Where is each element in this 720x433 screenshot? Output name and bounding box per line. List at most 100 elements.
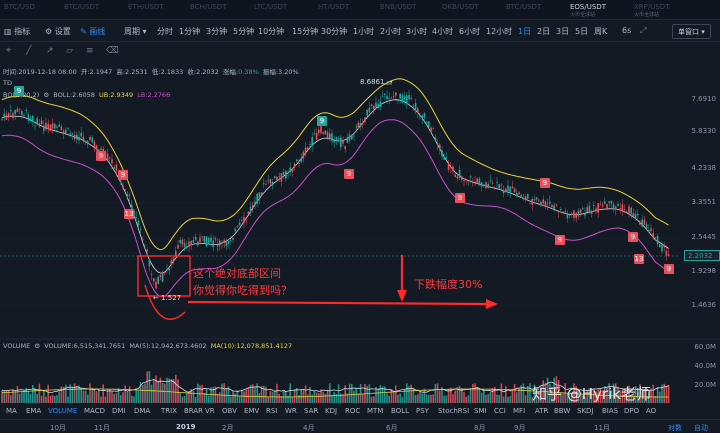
log-scale-toggle[interactable]: 对数: [668, 424, 682, 432]
pair-tab[interactable]: BTC/USD: [4, 3, 35, 11]
indicator-tab-volume[interactable]: VOLUME: [48, 407, 78, 415]
candle: [285, 170, 287, 179]
volume-bar: [447, 389, 450, 403]
interval-10[interactable]: 4小时: [432, 27, 454, 36]
pair-tab[interactable]: LTC/USDT: [254, 3, 288, 11]
candle: [73, 134, 76, 139]
candle: [513, 188, 516, 193]
candle: [337, 138, 340, 140]
volume-bar: [518, 387, 520, 403]
settings-icon[interactable]: ⚙: [34, 342, 41, 350]
pair-tab[interactable]: XRP/USDT 火币全球站: [634, 3, 670, 18]
indicator-tab-mfi[interactable]: MFI: [513, 407, 526, 415]
indicator-tab-dmi[interactable]: DMI: [112, 407, 126, 415]
pair-tab[interactable]: BTC/USDT: [64, 3, 100, 11]
interval-8[interactable]: 2小时: [380, 27, 402, 36]
indicator-tab-smi[interactable]: SMI: [474, 407, 487, 415]
candle: [491, 182, 494, 184]
trash-icon[interactable]: ⌫: [106, 46, 119, 56]
indicator-tab-atr[interactable]: ATR: [535, 407, 549, 415]
interval-16[interactable]: 5日: [575, 27, 589, 36]
indicator-tab-brar[interactable]: BRAR: [184, 407, 204, 415]
candle: [575, 212, 577, 219]
interval-0[interactable]: 分时: [157, 27, 173, 36]
line-tool-icon[interactable]: ╱: [26, 46, 32, 56]
indicator-button[interactable]: ▥ 指标: [4, 27, 31, 36]
settings-icon[interactable]: ⚙: [43, 91, 50, 99]
interval-13[interactable]: 1日: [518, 27, 532, 36]
interval-3[interactable]: 5分钟: [233, 27, 255, 36]
indicator-tab-kdj[interactable]: KDJ: [325, 407, 338, 415]
auto-scale-toggle[interactable]: 自动: [694, 424, 708, 432]
pair-tab[interactable]: BNB/USDT: [380, 3, 417, 11]
crosshair-icon[interactable]: ⌖: [6, 46, 12, 56]
indicator-tab-mtm[interactable]: MTM: [367, 407, 384, 415]
candle: [120, 180, 122, 182]
indicator-tab-dpo[interactable]: DPO: [624, 407, 640, 415]
interval-17[interactable]: 周K: [594, 27, 608, 36]
pair-tab-eos[interactable]: EOS/USDT 火币全球站: [570, 3, 606, 18]
candle: [223, 239, 225, 243]
pair-tab[interactable]: ETH/USDT: [128, 3, 164, 11]
candle: [447, 163, 450, 170]
pair-tab[interactable]: BTC/USDT: [506, 3, 542, 11]
indicator-tab-obv[interactable]: OBV: [222, 407, 237, 415]
indicator-tab-boll[interactable]: BOLL: [391, 407, 409, 415]
interval-5[interactable]: 15分钟: [292, 27, 319, 36]
interval-15[interactable]: 3日: [556, 27, 570, 36]
interval-1[interactable]: 1分钟: [179, 27, 201, 36]
candle: [27, 114, 30, 121]
single-window-button[interactable]: 单窗口 ▾: [672, 24, 711, 39]
indicator-tab-ema[interactable]: EMA: [26, 407, 42, 415]
indicator-tab-bias[interactable]: BIAS: [602, 407, 619, 415]
fib-tool-icon[interactable]: ≡: [86, 46, 94, 56]
refresh-seconds[interactable]: 6s: [622, 26, 632, 35]
indicator-tab-roc[interactable]: ROC: [345, 407, 361, 415]
indicator-tab-dma[interactable]: DMA: [134, 407, 151, 415]
interval-11[interactable]: 6小时: [459, 27, 481, 36]
ray-tool-icon[interactable]: ↗: [46, 46, 54, 56]
indicator-tab-stochrsi[interactable]: StochRSI: [438, 407, 470, 415]
indicator-tab-skdj[interactable]: SKDJ: [577, 407, 594, 415]
indicator-tab-sar[interactable]: SAR: [304, 407, 319, 415]
indicator-tab-cci[interactable]: CCI: [494, 407, 506, 415]
indicator-tab-emv[interactable]: EMV: [244, 407, 260, 415]
month-label: 9月: [514, 424, 526, 432]
candle: [351, 134, 353, 140]
indicator-tab-rsi[interactable]: RSI: [266, 407, 278, 415]
indicator-tab-macd[interactable]: MACD: [84, 407, 105, 415]
indicator-tab-vr[interactable]: VR: [205, 407, 215, 415]
pair-tab[interactable]: BCH/USDT: [190, 3, 227, 11]
candle: [190, 241, 192, 246]
volume-bar: [456, 386, 459, 403]
interval-4[interactable]: 10分钟: [258, 27, 285, 36]
candle: [480, 182, 483, 187]
indicator-tab-ao[interactable]: AO: [646, 407, 657, 415]
interval-9[interactable]: 3小时: [406, 27, 428, 36]
indicator-tab-psy[interactable]: PSY: [416, 407, 429, 415]
drawing-button[interactable]: ✎ 画线: [80, 27, 106, 36]
candle: [335, 137, 338, 141]
interval-2[interactable]: 3分钟: [206, 27, 228, 36]
indicator-tab-trix[interactable]: TRIX: [161, 407, 177, 415]
volume-bar: [126, 391, 129, 403]
fullscreen-icon[interactable]: ⤢: [640, 26, 647, 35]
interval-7[interactable]: 1小时: [353, 27, 375, 36]
channel-tool-icon[interactable]: ▱: [66, 46, 73, 56]
candle: [463, 179, 465, 182]
volume-bar: [562, 393, 564, 403]
pair-tab[interactable]: HT/USDT: [318, 3, 350, 11]
indicator-tab-wr[interactable]: WR: [285, 407, 297, 415]
settings-button[interactable]: ⚙ 设置: [45, 27, 71, 36]
period-select[interactable]: 周期 ▾: [124, 27, 147, 36]
indicator-tabs: MA EMA VOLUME MACD DMI DMA TRIX BRAR VR OBV EMV RSI…: [0, 405, 720, 419]
interval-14[interactable]: 2日: [537, 27, 551, 36]
pair-tab[interactable]: OKB/USDT: [442, 3, 479, 11]
candle: [148, 259, 151, 267]
interval-12[interactable]: 12小时: [486, 27, 513, 36]
interval-6[interactable]: 30分钟: [321, 27, 348, 36]
ohlc-info: 时间:2019-12-18 08:00 开:2.1947 高:2.2531 低:…: [3, 68, 299, 76]
indicator-tab-ma[interactable]: MA: [6, 407, 17, 415]
indicator-tab-bbw[interactable]: BBW: [554, 407, 571, 415]
